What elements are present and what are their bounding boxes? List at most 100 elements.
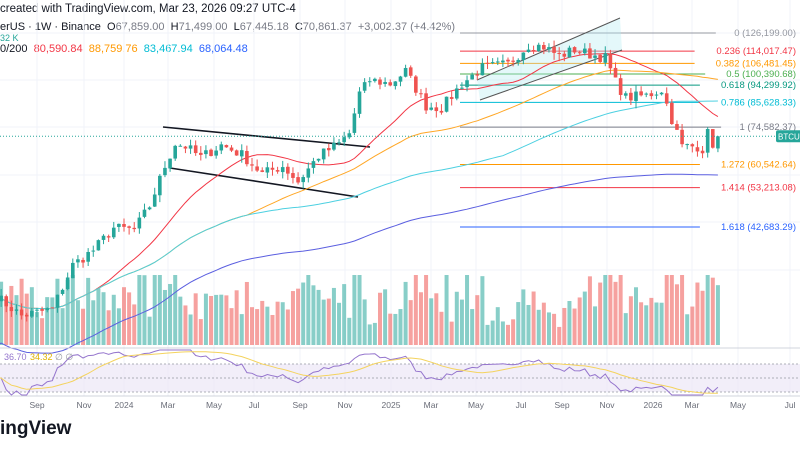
price-chart[interactable]: Sep Nov 2024 Mar May Jul Sep Nov 2025 Mar May Jul Se… (0, 0, 800, 415)
candle-body (332, 142, 336, 150)
volume-bar (511, 319, 516, 345)
x-tick-label: Nov (337, 400, 353, 410)
ma100-line (0, 100, 718, 310)
volume-bar (393, 313, 398, 345)
candle-body (552, 46, 556, 53)
volume-bar (65, 279, 70, 345)
candle-body (255, 166, 259, 171)
volume-bar (649, 297, 654, 345)
volume-bar (644, 305, 649, 345)
candle-body (122, 224, 126, 227)
candle-body (398, 76, 403, 82)
candle-body (199, 152, 203, 155)
candle-body (439, 110, 444, 113)
candle-body (19, 309, 24, 316)
candle-body (296, 177, 300, 183)
candle-body (670, 102, 674, 124)
candle-body (490, 62, 495, 64)
volume-bar (311, 285, 316, 345)
created-caption: created with TradingView.com, Mar 23, 20… (0, 3, 296, 15)
candle-body (362, 82, 367, 91)
candle-body (460, 87, 464, 89)
volume-bar (152, 275, 157, 345)
low-value: 67,445.18 (239, 21, 289, 33)
volume-bar (337, 302, 342, 345)
candle-body (45, 308, 49, 311)
candle-body (531, 49, 536, 51)
x-tick-label: Jul (785, 400, 796, 410)
volume-bar (424, 275, 429, 345)
trendline-lower (169, 167, 359, 198)
candle-body (342, 137, 346, 143)
volume-bar (582, 291, 587, 345)
volume-bar (634, 287, 638, 345)
volume-bar (715, 285, 720, 345)
candle-body (76, 259, 80, 263)
volume-bar (209, 295, 214, 345)
candle-body (311, 161, 316, 168)
candle-body (695, 147, 700, 152)
volume-bar (516, 302, 521, 345)
candle-body (567, 47, 572, 58)
channel-fill (477, 18, 622, 100)
volume-bar (398, 309, 403, 345)
candle-body (608, 53, 613, 69)
volume-bar (372, 322, 377, 345)
volume-bar (96, 288, 101, 345)
candle-body (14, 309, 19, 311)
x-tick-label: 2024 (115, 400, 134, 410)
symbol-info[interactable]: erUS · 1W · Binance (0, 21, 101, 33)
candle-body (506, 59, 510, 62)
candle-body (96, 240, 101, 251)
x-tick-label: Mar (685, 400, 700, 410)
candle-body (158, 175, 162, 196)
volume-bar (301, 282, 306, 345)
volume-bar (495, 307, 500, 345)
volume-bar (690, 306, 695, 345)
x-tick-label: Jul (516, 400, 527, 410)
candle-body (572, 47, 577, 53)
candle-body (711, 129, 715, 148)
volume-bar (296, 288, 301, 345)
candle-body (24, 314, 29, 317)
volume-bar (244, 281, 249, 345)
volume-bar (111, 294, 116, 345)
candle-body (639, 91, 643, 96)
candle-body (495, 61, 500, 63)
x-tick-label: Jul (249, 400, 260, 410)
volume-bar (680, 275, 685, 345)
candle-body (659, 92, 664, 95)
volume-bar (367, 324, 372, 345)
volume-bar (122, 287, 126, 345)
volume-bar (255, 309, 260, 345)
candle-body (229, 147, 234, 151)
candle-body (35, 309, 39, 311)
volume-bar (454, 291, 459, 345)
volume-bar (342, 284, 347, 345)
volume-bar (613, 281, 618, 345)
candle-body (444, 96, 449, 112)
volume-bar (362, 299, 367, 345)
volume-bar (157, 275, 162, 345)
candle-body (680, 129, 684, 145)
candle-body (127, 226, 131, 228)
fib-label: 0.5 (100,390.68) (726, 69, 796, 80)
candle-body (250, 164, 254, 166)
rsi-value: 36.70 (4, 352, 27, 362)
volume-bar (127, 292, 132, 345)
volume-bar (546, 312, 551, 345)
volume-bar (178, 296, 183, 345)
fib-label: 0 (126,199.00) (734, 28, 796, 39)
volume-bar (142, 275, 147, 345)
candle-body (239, 150, 244, 157)
candle-body (557, 53, 561, 55)
candle-body (265, 167, 270, 173)
volume-bar (14, 295, 19, 345)
volume-bar (700, 290, 705, 345)
fib-label: 1.272 (60,542.64) (721, 159, 796, 170)
ma200-value: 68,064.48 (198, 43, 248, 55)
x-tick-label: Nov (599, 400, 615, 410)
x-tick-label: Sep (292, 400, 307, 410)
volume-bar (321, 299, 326, 345)
volume-bar (659, 302, 664, 345)
